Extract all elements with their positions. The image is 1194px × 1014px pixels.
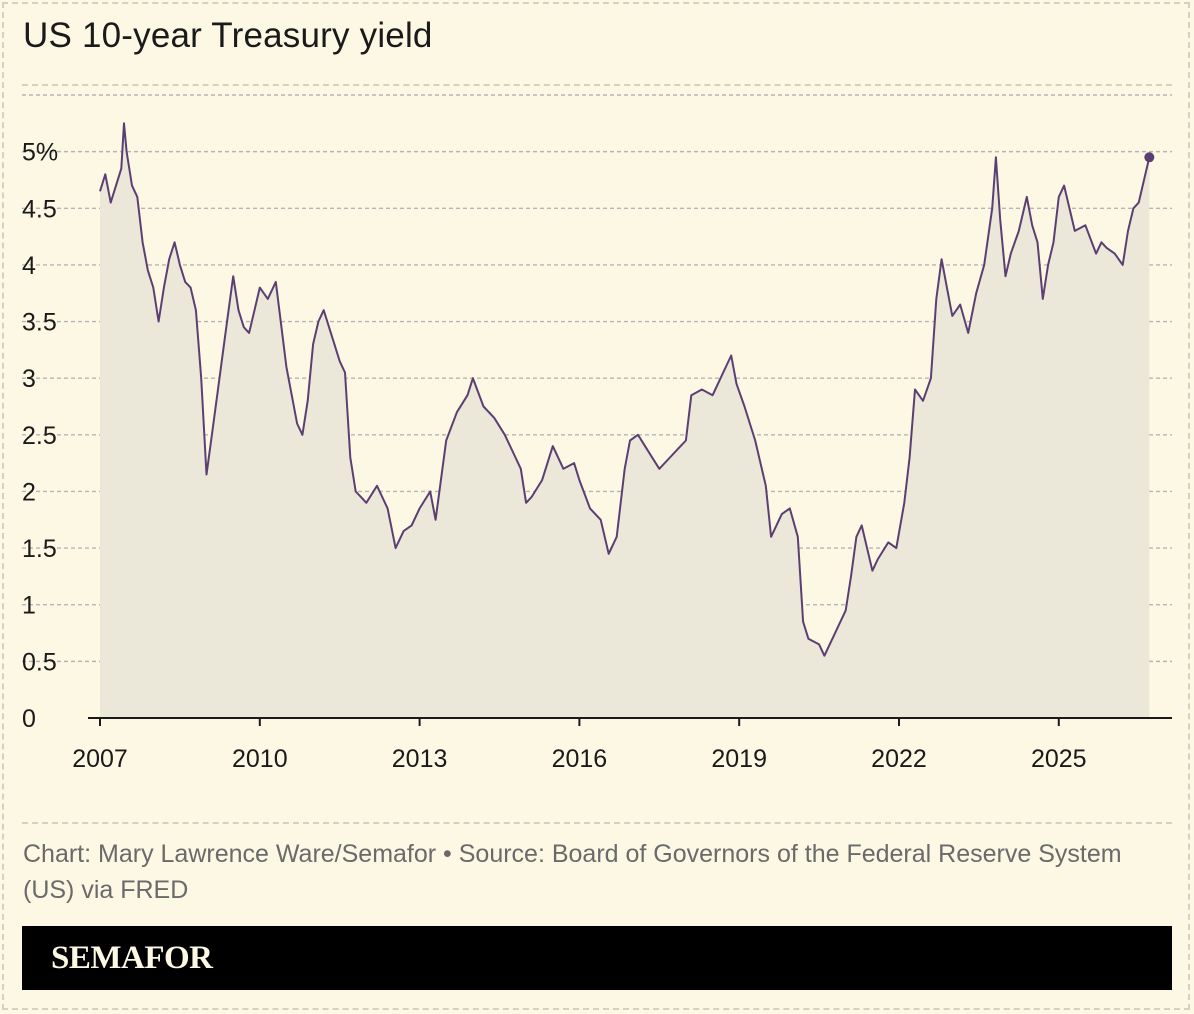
yield-area bbox=[100, 123, 1150, 719]
bottom-divider bbox=[22, 822, 1172, 824]
y-tick-label: 1 bbox=[22, 592, 36, 620]
footer-bar: SEMAFOR bbox=[22, 926, 1172, 990]
x-tick-label: 2019 bbox=[711, 745, 767, 773]
latest-value-marker bbox=[1144, 152, 1155, 163]
chart-title: US 10-year Treasury yield bbox=[23, 16, 433, 55]
x-tick-label: 2025 bbox=[1031, 745, 1087, 773]
y-tick-label: 2 bbox=[22, 478, 36, 506]
source-credit: Chart: Mary Lawrence Ware/Semafor • Sour… bbox=[23, 840, 1122, 904]
y-tick-label: 0 bbox=[22, 705, 36, 733]
y-tick-label: 1.5 bbox=[22, 535, 57, 563]
x-tick-label: 2022 bbox=[871, 745, 927, 773]
y-tick-label: 5% bbox=[22, 139, 58, 167]
y-tick-label: 3.5 bbox=[22, 309, 57, 337]
x-tick-label: 2010 bbox=[232, 745, 288, 773]
y-axis: 0 0.5 1 1.5 2 2.5 3 3.5 4 4.5 5% bbox=[22, 139, 58, 733]
top-divider bbox=[22, 84, 1172, 86]
y-tick-label: 4 bbox=[22, 252, 36, 280]
y-tick-label: 3 bbox=[22, 365, 36, 393]
yield-line bbox=[99, 122, 1151, 657]
y-tick-label: 4.5 bbox=[22, 195, 57, 223]
x-tick-label: 2016 bbox=[552, 745, 608, 773]
chart-plot: 00.511.522.533.544.55% 2007 2010 2013 2016 2… bbox=[22, 94, 1172, 773]
x-axis: 2007 2010 2013 2016 2019 2022 2025 bbox=[72, 717, 1172, 773]
x-tick-label: 2007 bbox=[72, 745, 128, 773]
y-tick-label: 2.5 bbox=[22, 422, 57, 450]
semafor-logo: SEMAFOR bbox=[51, 940, 213, 976]
y-tick-label: 0.5 bbox=[22, 648, 57, 676]
x-tick-label: 2013 bbox=[392, 745, 448, 773]
